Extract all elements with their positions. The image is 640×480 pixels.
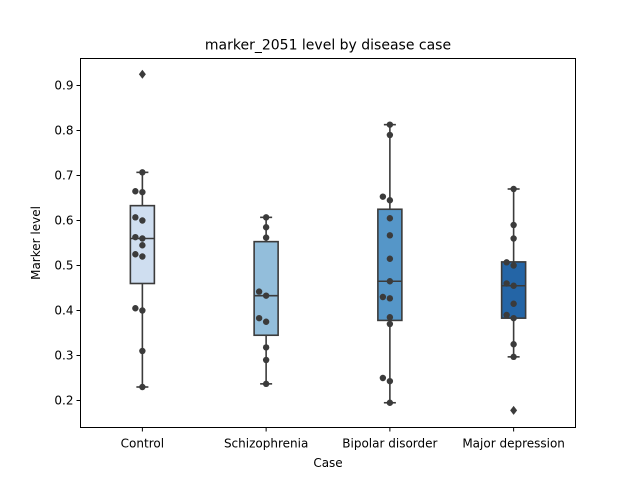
boxes-layer: [129, 69, 527, 415]
x-axis-label: Case: [313, 456, 342, 470]
data-point: [379, 193, 387, 200]
data-point: [503, 259, 510, 266]
data-point: [255, 314, 263, 322]
outlier-marker: [510, 405, 518, 415]
box: [377, 208, 403, 322]
y-axis: 0.2 0.3 0.4 0.5 0.6 0.7 0.8 0.9: [54, 79, 81, 408]
box: [500, 261, 527, 319]
data-point: [510, 282, 517, 289]
data-point: [510, 221, 517, 229]
data-point: [503, 311, 510, 319]
data-point: [386, 215, 394, 222]
data-point: [139, 253, 146, 260]
data-point: [510, 300, 517, 307]
y-tick-label: 0.2: [54, 394, 73, 408]
y-tick-label: 0.4: [54, 304, 73, 318]
data-point: [379, 293, 387, 301]
data-point: [510, 262, 517, 269]
y-axis-label: Marker level: [29, 206, 43, 280]
x-tick-label: Major depression: [462, 437, 565, 451]
data-point: [139, 188, 146, 196]
box-group: [377, 123, 403, 404]
data-point: [139, 169, 146, 176]
data-point: [510, 235, 517, 242]
data-point: [386, 278, 394, 285]
data-point: [262, 380, 270, 388]
box-group: [129, 69, 156, 388]
data-point: [386, 255, 394, 262]
y-tick-label: 0.3: [54, 349, 73, 363]
data-point: [510, 185, 517, 193]
data-point: [386, 197, 394, 204]
data-point: [386, 314, 394, 321]
x-axis: Control Schizophrenia Bipolar disorder Majo…: [121, 427, 565, 451]
data-point: [132, 305, 139, 312]
plot-area: [80, 58, 576, 428]
y-tick-label: 0.9: [54, 79, 73, 93]
data-point: [139, 242, 146, 249]
y-tick-label: 0.5: [54, 259, 73, 273]
y-tick-label: 0.7: [54, 169, 73, 183]
data-point: [132, 188, 139, 195]
data-point: [262, 356, 270, 364]
data-point: [262, 224, 270, 231]
data-point: [139, 235, 146, 242]
data-point: [503, 280, 510, 287]
data-point: [386, 320, 394, 328]
box-group: [500, 188, 527, 415]
data-point: [262, 234, 270, 241]
data-point: [139, 307, 146, 314]
data-point: [139, 217, 146, 224]
data-point: [262, 344, 270, 351]
y-tick-label: 0.6: [54, 214, 73, 228]
data-point: [132, 214, 139, 221]
data-point: [262, 318, 270, 325]
y-tick-label: 0.8: [54, 124, 73, 138]
data-point: [139, 383, 146, 391]
data-point: [262, 214, 270, 221]
data-point: [255, 288, 263, 295]
data-point: [139, 347, 146, 355]
data-point: [510, 314, 517, 322]
points-layer: [132, 121, 517, 406]
x-tick-label: Schizophrenia: [224, 437, 308, 451]
x-tick-label: Control: [121, 437, 164, 451]
data-point: [132, 251, 139, 258]
data-point: [510, 341, 517, 348]
data-point: [132, 233, 139, 241]
data-point: [386, 399, 394, 406]
outlier-marker: [138, 69, 146, 79]
x-tick-label: Bipolar disorder: [342, 437, 437, 451]
data-point: [386, 232, 394, 239]
data-point: [510, 353, 517, 361]
chart-title: marker_2051 level by disease case: [205, 38, 451, 54]
data-point: [262, 292, 270, 299]
data-point: [379, 374, 387, 382]
data-point: [386, 295, 394, 302]
data-point: [386, 131, 394, 139]
data-point: [386, 377, 394, 385]
data-point: [386, 121, 394, 128]
